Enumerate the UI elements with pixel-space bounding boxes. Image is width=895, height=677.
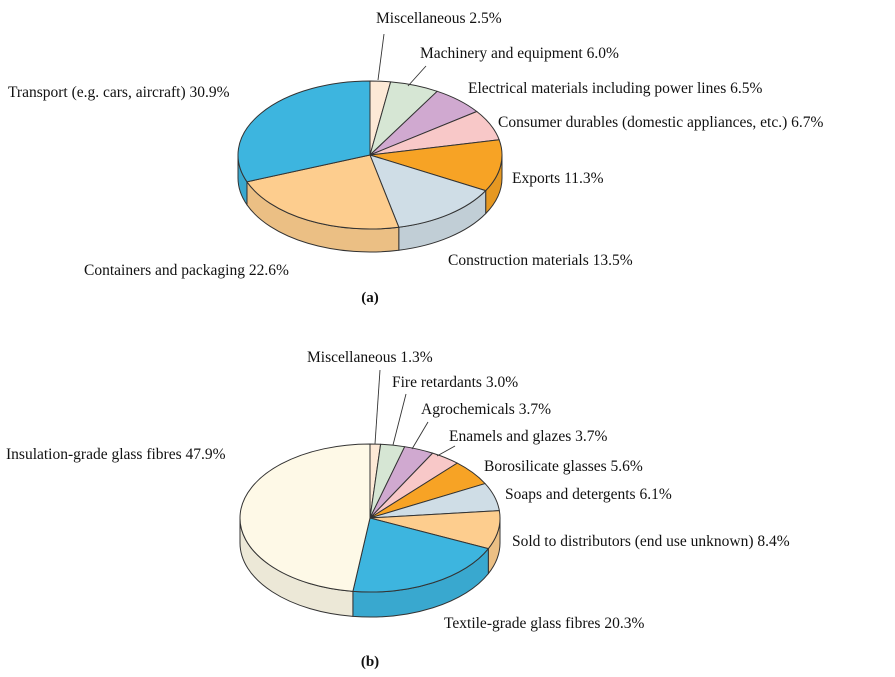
- pie-b-label-soaps-and-detergents: Soaps and detergents 6.1%: [505, 486, 672, 503]
- pie-a-label-construction-materials: Construction materials 13.5%: [448, 252, 633, 269]
- pie-b-leader-enamels-and-glazes: [436, 445, 456, 457]
- pie-b-slice-insulation-grade-glass-fibres: [239, 443, 371, 592]
- pie-a-leader-miscellaneous: [377, 33, 385, 81]
- pie-b-leader-agrochemicals: [411, 421, 429, 450]
- pie-b-label-enamels-and-glazes: Enamels and glazes 3.7%: [449, 428, 607, 445]
- caption-b: (b): [361, 654, 379, 670]
- pie-a-label-exports: Exports 11.3%: [512, 170, 604, 187]
- pie-a-label-machinery-and-equipment: Machinery and equipment 6.0%: [420, 45, 619, 62]
- pie-chart-a: Miscellaneous 2.5% Machinery and equipmen…: [8, 10, 823, 279]
- pie-a-slice-exports: [369, 139, 503, 192]
- pie-a-label-consumer-durables-domestic-appliances-etc: Consumer durables (domestic appliances, …: [498, 114, 823, 131]
- pie-b-slice-textile-grade-glass-fibres: [352, 517, 489, 593]
- pie-b-label-miscellaneous: Miscellaneous 1.3%: [307, 349, 433, 366]
- pie-b-leader-miscellaneous: [374, 369, 381, 445]
- pie-b-leader-fire-retardants: [392, 393, 407, 446]
- pie-a-slice-containers-and-packaging: [246, 154, 400, 230]
- caption-a: (a): [361, 290, 379, 306]
- pie-b-label-textile-grade-glass-fibres: Textile-grade glass fibres 20.3%: [444, 615, 644, 632]
- pie-b-label-fire-retardants: Fire retardants 3.0%: [392, 374, 518, 391]
- pie-b-label-borosilicate-glasses: Borosilicate glasses 5.6%: [484, 458, 643, 475]
- pie-b-label-insulation-grade-glass-fibres: Insulation-grade glass fibres 47.9%: [6, 446, 226, 463]
- pie-b-label-sold-to-distributors-end-use-unknown: Sold to distributors (end use unknown) 8…: [512, 533, 790, 550]
- pie-a-leader-machinery-and-equipment: [407, 65, 427, 87]
- pie-a-slice-transport-e-g-cars-aircraft: [237, 80, 371, 183]
- pie-a-slice-construction-materials: [369, 154, 487, 228]
- pie-a-label-transport-e-g-cars-aircraft: Transport (e.g. cars, aircraft) 30.9%: [8, 84, 230, 101]
- pie-a-label-miscellaneous: Miscellaneous 2.5%: [376, 10, 502, 27]
- pie-b-label-agrochemicals: Agrochemicals 3.7%: [421, 401, 551, 418]
- pie-chart-b: Miscellaneous 1.3% Fire retardants 3.0% Ag…: [6, 349, 790, 632]
- pie-a-label-electrical-materials-including-power-lines: Electrical materials including power lin…: [468, 80, 762, 97]
- pie-a-label-containers-and-packaging: Containers and packaging 22.6%: [84, 262, 289, 279]
